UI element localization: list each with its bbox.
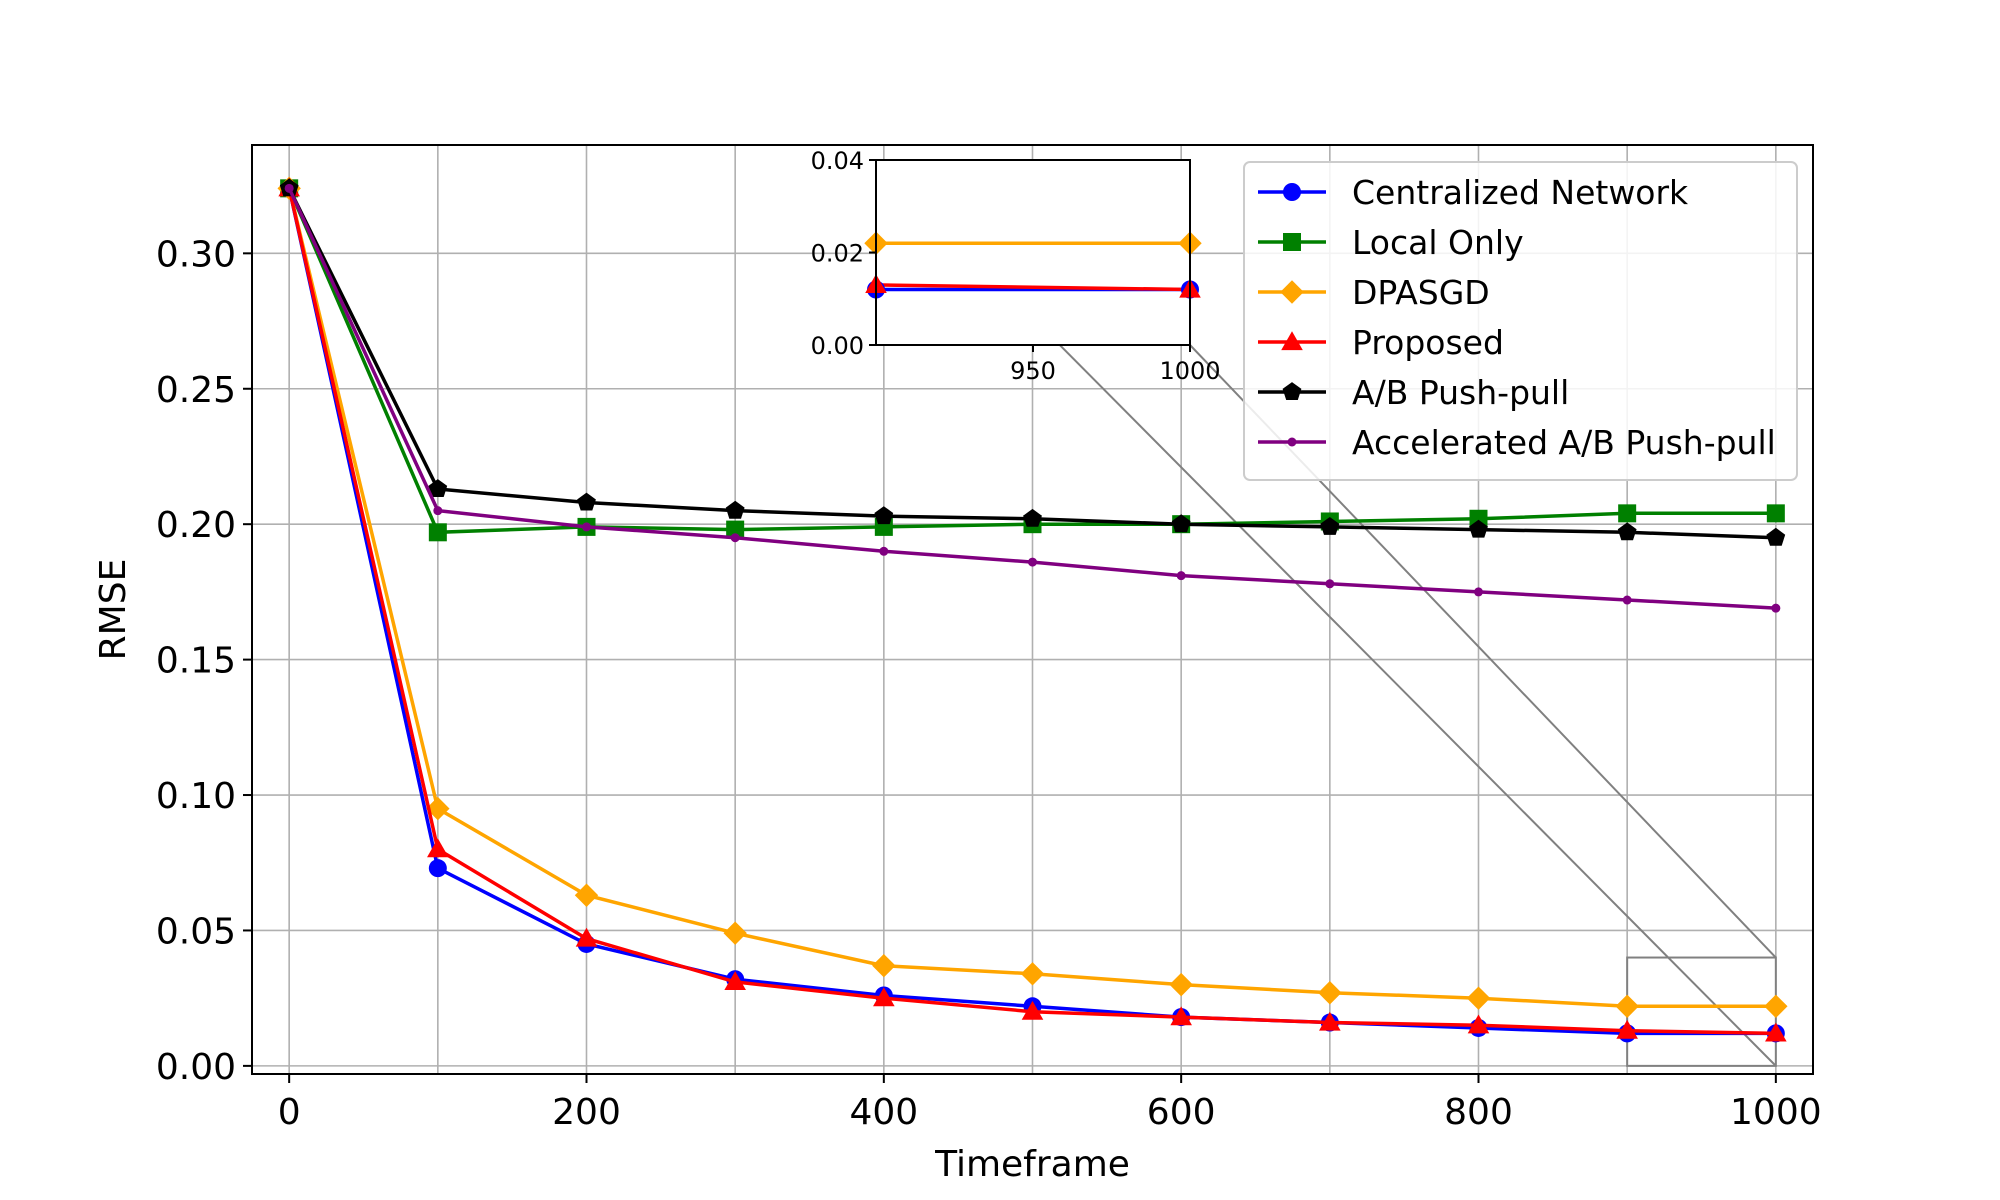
x-tick-label: 400 — [849, 1092, 918, 1133]
x-axis-label: Timeframe — [934, 1144, 1130, 1185]
y-axis-ticks: 0.00 0.05 0.10 0.15 0.20 0.25 0.30 — [156, 234, 252, 1088]
point-marker — [433, 506, 443, 516]
legend: Centralized Network Local Only DPASGD Propo… — [1243, 161, 1798, 481]
point-marker — [1282, 382, 1302, 400]
legend-label: Local Only — [1352, 223, 1524, 262]
point-marker — [873, 987, 895, 1007]
point-marker — [1283, 233, 1301, 251]
x-tick-label: 800 — [1444, 1092, 1513, 1133]
point-marker — [1618, 504, 1637, 523]
inset-x-tick-label: 1000 — [1159, 357, 1220, 385]
x-axis-ticks: 0 200 400 600 800 1000 — [278, 1074, 1822, 1133]
point-marker — [1020, 962, 1045, 986]
y-tick-label: 0.10 — [156, 776, 236, 817]
point-marker — [1474, 587, 1483, 597]
inset-zoom-plot: 950 1000 0.00 0.02 0.04 — [811, 147, 1221, 385]
legend-label: DPASGD — [1352, 273, 1490, 312]
series-group — [277, 176, 1788, 1043]
series-a-b-push-pull — [279, 178, 1786, 546]
point-marker — [426, 796, 450, 821]
y-tick-label: 0.15 — [156, 641, 236, 682]
legend-entry: Centralized Network — [1258, 173, 1689, 212]
point-marker — [1466, 986, 1491, 1010]
point-marker — [582, 522, 591, 532]
point-marker — [1281, 331, 1303, 351]
plot-frame — [251, 144, 1814, 1075]
point-marker — [1771, 603, 1781, 613]
inset-y-tick-label: 0.04 — [811, 147, 864, 175]
legend-label: Centralized Network — [1352, 173, 1689, 212]
inset-x-tick-label: 950 — [1010, 357, 1056, 385]
point-marker — [1287, 437, 1297, 447]
point-marker — [1028, 557, 1037, 567]
point-marker — [1283, 183, 1301, 201]
point-marker — [1318, 981, 1342, 1005]
point-marker — [1325, 579, 1335, 589]
legend-entry: Local Only — [1258, 223, 1524, 262]
legend-box — [1243, 161, 1798, 481]
point-marker — [577, 492, 596, 511]
legend-label: A/B Push-pull — [1352, 373, 1569, 412]
point-marker — [1615, 994, 1639, 1018]
point-marker — [1170, 1006, 1192, 1026]
y-tick-label: 0.20 — [156, 505, 236, 546]
point-marker — [1021, 1000, 1044, 1020]
point-marker — [427, 838, 449, 858]
point-marker — [1023, 508, 1042, 527]
point-marker — [428, 859, 447, 878]
legend-label: Accelerated A/B Push-pull — [1352, 423, 1776, 462]
y-tick-label: 0.05 — [156, 911, 236, 952]
point-marker — [284, 183, 294, 193]
point-marker — [428, 479, 448, 497]
point-marker — [1617, 522, 1637, 541]
legend-entry: Proposed — [1258, 323, 1504, 362]
x-tick-label: 200 — [552, 1092, 621, 1133]
x-tick-label: 0 — [278, 1092, 301, 1133]
point-marker — [879, 546, 889, 556]
point-marker — [730, 533, 740, 543]
y-tick-label: 0.25 — [156, 370, 236, 411]
point-marker — [1280, 280, 1304, 304]
point-marker — [1176, 571, 1186, 581]
legend-entry: DPASGD — [1258, 273, 1490, 312]
point-marker — [1469, 519, 1488, 538]
point-marker — [1622, 595, 1632, 605]
point-marker — [1467, 1014, 1490, 1034]
point-marker — [1319, 1011, 1341, 1031]
inset-y-tick-label: 0.02 — [811, 240, 864, 268]
series-accelerated-a-b-push-pull — [284, 183, 1781, 613]
point-marker — [428, 523, 447, 542]
x-tick-label: 600 — [1147, 1092, 1216, 1133]
point-marker — [1320, 517, 1340, 535]
point-marker — [1169, 972, 1193, 997]
point-marker — [725, 500, 745, 519]
point-marker — [1616, 1019, 1638, 1039]
x-tick-label: 1000 — [1730, 1092, 1822, 1133]
point-marker — [724, 971, 746, 991]
point-marker — [872, 953, 896, 978]
point-marker — [1766, 527, 1786, 546]
point-marker — [1764, 994, 1788, 1018]
y-axis-label: RMSE — [93, 559, 134, 661]
point-marker — [1765, 1022, 1787, 1042]
point-marker — [726, 520, 745, 539]
y-tick-label: 0.00 — [156, 1047, 236, 1088]
point-marker — [1171, 514, 1191, 533]
legend-label: Proposed — [1352, 323, 1504, 362]
inset-background — [876, 160, 1190, 345]
legend-entry: A/B Push-pull — [1258, 373, 1569, 412]
point-marker — [874, 506, 894, 525]
legend-entry: Accelerated A/B Push-pull — [1258, 423, 1776, 462]
inset-y-tick-label: 0.00 — [811, 332, 864, 360]
point-marker — [575, 927, 598, 947]
point-marker — [723, 921, 747, 945]
y-tick-label: 0.30 — [156, 234, 236, 275]
point-marker — [1766, 504, 1785, 523]
point-marker — [574, 883, 599, 907]
